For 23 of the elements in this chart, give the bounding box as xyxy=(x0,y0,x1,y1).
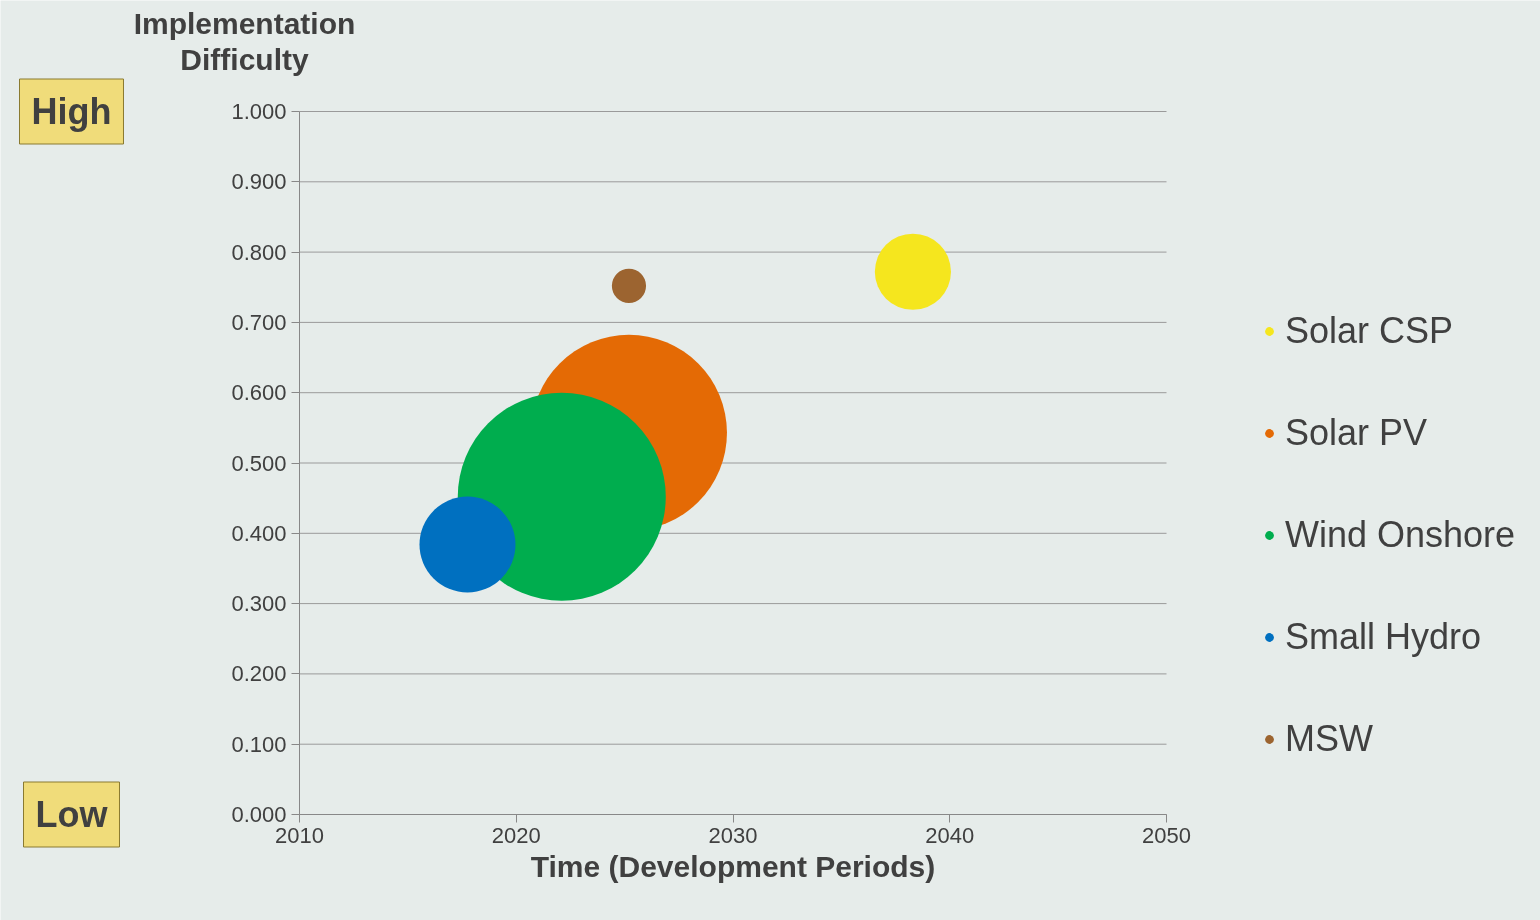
y-tick-label: 0.800 xyxy=(231,239,287,265)
y-tick-label: 0.600 xyxy=(231,380,287,406)
y-tick-label: 0.100 xyxy=(231,731,287,757)
y-tick-label: 0.500 xyxy=(231,450,287,476)
text: High xyxy=(31,91,112,132)
x-tick-label: 2040 xyxy=(925,822,975,848)
legend-label: Wind Onshore xyxy=(1285,514,1516,556)
y-tick-label: 0.700 xyxy=(231,309,287,335)
legend-label: Solar PV xyxy=(1285,412,1428,454)
x-tick-label: 2050 xyxy=(1142,822,1191,848)
y-tick-label: 1.000 xyxy=(231,99,287,124)
text: Low xyxy=(35,794,109,835)
legend-label: MSW xyxy=(1285,718,1373,760)
y-tick-label: 0.300 xyxy=(231,591,287,617)
x-tick-label: 2020 xyxy=(491,822,541,848)
legend-label: Small Hydro xyxy=(1285,616,1482,658)
y-axis-title: Implementation Difficulty xyxy=(133,6,356,77)
x-tick-label: 2030 xyxy=(708,822,758,848)
y-tick-label: 0.200 xyxy=(231,661,287,687)
y-tick-label: 0.400 xyxy=(231,520,287,546)
x-axis-title: Time (Development Periods) xyxy=(530,849,936,883)
legend-label: Solar CSP xyxy=(1285,310,1454,352)
y-tick-label: 0.900 xyxy=(231,169,287,195)
